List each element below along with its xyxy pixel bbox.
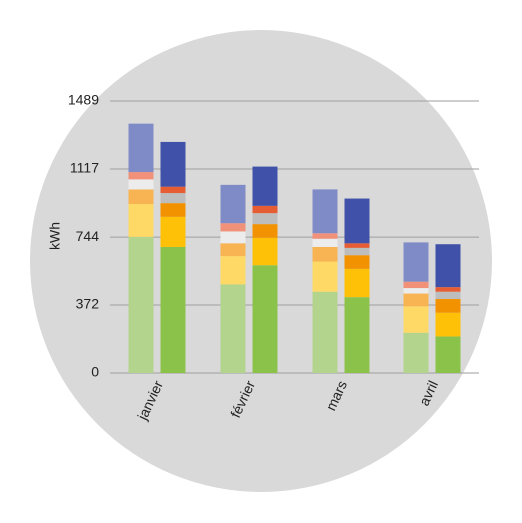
- bar-segment: [252, 265, 278, 373]
- bar-segment: [160, 216, 186, 247]
- bar-segment: [252, 213, 278, 225]
- bar-segment: [344, 243, 370, 248]
- bar-segment: [344, 297, 370, 373]
- y-axis: 0 372 744 1117 1489: [68, 92, 99, 380]
- bar-segment: [128, 236, 154, 373]
- bar-segment: [403, 293, 429, 307]
- y-axis-title: kWh: [47, 222, 63, 250]
- bar-segment: [160, 193, 186, 204]
- bar-segment: [403, 281, 429, 289]
- bar-segment: [312, 233, 338, 239]
- bar-segment: [252, 166, 278, 206]
- bar-segment: [220, 243, 246, 257]
- bar-segment: [435, 312, 461, 337]
- y-tick-label: 0: [91, 364, 99, 380]
- y-tick-label: 1117: [70, 160, 99, 176]
- bar-segment: [344, 268, 370, 298]
- y-tick-label: 1489: [68, 92, 99, 108]
- bar-segment: [435, 291, 461, 300]
- bar-segment: [435, 287, 461, 292]
- bar-segment: [435, 299, 461, 313]
- bar-segment: [220, 284, 246, 373]
- bar-segment: [403, 242, 429, 282]
- bar-segment: [160, 186, 186, 194]
- y-tick-label: 744: [76, 228, 100, 244]
- bar-segment: [220, 256, 246, 285]
- bar-segment: [312, 291, 338, 373]
- bar-segment: [403, 306, 429, 333]
- bar-segment: [252, 237, 278, 266]
- bar-segment: [312, 238, 338, 247]
- bar-segment: [435, 244, 461, 288]
- bar-segment: [435, 336, 461, 373]
- bar-group-3: [403, 242, 461, 373]
- bar-segment: [128, 123, 154, 173]
- bar-segment: [128, 179, 154, 190]
- bar-segment: [344, 247, 370, 256]
- bar-segment: [128, 189, 154, 205]
- bar-segment: [312, 246, 338, 262]
- bar-segment: [344, 255, 370, 269]
- bar-segment: [128, 204, 154, 237]
- bar-segment: [312, 189, 338, 234]
- bar-segment: [403, 332, 429, 373]
- y-tick-label: 372: [76, 296, 100, 312]
- bar-segment: [220, 223, 246, 232]
- bar-group-0: [128, 123, 186, 373]
- bar-segment: [403, 288, 429, 294]
- bar-segment: [220, 184, 246, 224]
- bar-segment: [344, 198, 370, 244]
- bar-segment: [160, 141, 186, 187]
- bar-segment: [160, 246, 186, 373]
- bar-segment: [312, 261, 338, 292]
- bars: [128, 123, 461, 373]
- bar-segment: [252, 224, 278, 238]
- bar-segment: [252, 205, 278, 214]
- bar-segment: [220, 231, 246, 244]
- bar-group-1: [220, 166, 278, 373]
- bar-group-2: [312, 189, 370, 373]
- bar-segment: [160, 203, 186, 217]
- bar-segment: [128, 172, 154, 180]
